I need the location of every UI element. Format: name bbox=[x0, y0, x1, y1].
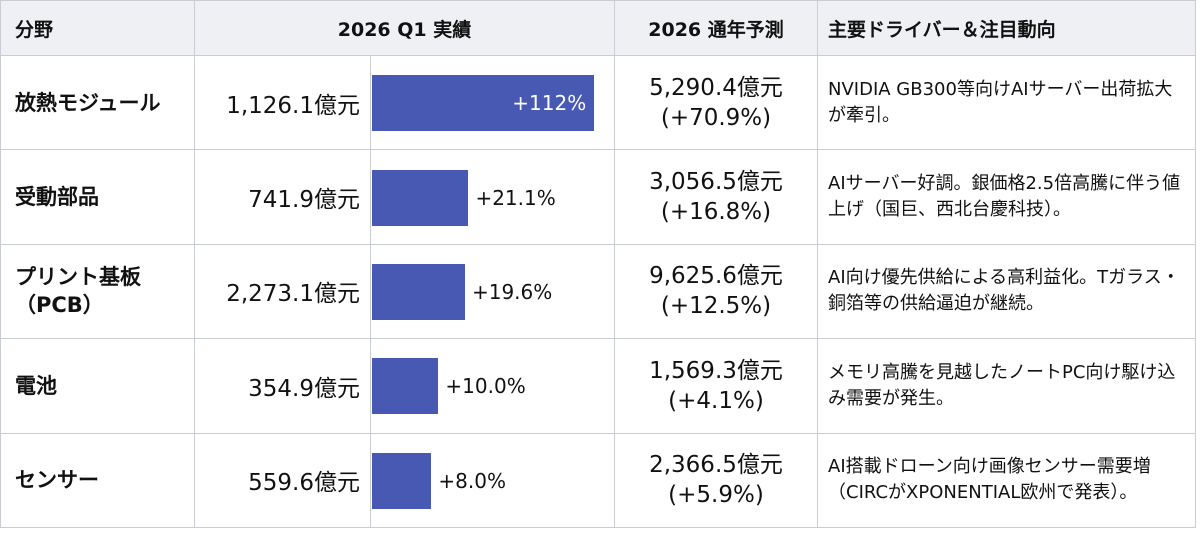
bar-cell: +19.6% bbox=[370, 244, 615, 340]
q1-cell: 741.9億元 bbox=[195, 150, 370, 245]
driver-cell: AIサーバー好調。銀価格2.5倍高騰に伴う値上げ（国巨、西北台慶科技）。 bbox=[818, 150, 1196, 245]
q1-cell: 559.6億元 bbox=[195, 434, 370, 528]
growth-bar bbox=[372, 75, 595, 132]
forecast-cell: 2,366.5億元 (+5.9%) bbox=[615, 433, 818, 528]
bar-cell: +8.0% bbox=[370, 433, 615, 528]
header-cell: 2026 通年予測 bbox=[615, 0, 818, 56]
forecast-cell: 9,625.6億元 (+12.5%) bbox=[615, 244, 818, 340]
growth-bar bbox=[372, 169, 469, 226]
header-cell: 分野 bbox=[0, 0, 195, 56]
bar-cell: +112% bbox=[370, 56, 615, 151]
forecast-growth: (+16.8%) bbox=[660, 199, 772, 226]
forecast-cell: 3,056.5億元 (+16.8%) bbox=[615, 150, 818, 245]
q1-cell: 2,273.1億元 bbox=[195, 245, 370, 340]
growth-label: +19.6% bbox=[471, 279, 553, 304]
driver-cell: AI搭載ドローン向け画像センサー需要増（CIRCがXPONENTIAL欧州で発表… bbox=[818, 433, 1196, 528]
category-cell: 電池 bbox=[0, 339, 195, 434]
forecast-growth: (+12.5%) bbox=[660, 293, 772, 320]
growth-label: +21.1% bbox=[475, 185, 556, 210]
header-cell: 2026 Q1 実績 bbox=[195, 0, 615, 56]
growth-bar bbox=[372, 358, 439, 415]
forecast-growth: (+5.9%) bbox=[668, 482, 764, 509]
growth-bar bbox=[372, 452, 432, 509]
forecast-value: 5,290.4億元 bbox=[649, 74, 783, 101]
forecast-value: 2,366.5億元 bbox=[649, 452, 783, 479]
growth-label: +112% bbox=[512, 91, 587, 116]
forecast-growth: (+4.1%) bbox=[668, 387, 764, 414]
bar-cell: +10.0% bbox=[370, 339, 615, 434]
header-cell: 主要ドライバー＆注目動向 bbox=[818, 0, 1196, 56]
q1-cell: 1,126.1億元 bbox=[195, 56, 370, 151]
growth-bar bbox=[372, 263, 465, 320]
forecast-value: 9,625.6億元 bbox=[649, 263, 783, 290]
category-cell: センサー bbox=[0, 433, 195, 528]
driver-cell: メモリ高騰を見越したノートPC向け駆け込み需要が発生。 bbox=[818, 339, 1196, 434]
forecast-cell: 1,569.3億元 (+4.1%) bbox=[615, 339, 818, 434]
driver-cell: AI向け優先供給による高利益化。Tガラス・銅箔等の供給逼迫が継続。 bbox=[818, 244, 1196, 340]
growth-label: +8.0% bbox=[438, 468, 506, 493]
growth-label: +10.0% bbox=[445, 374, 526, 399]
category-cell: 放熱モジュール bbox=[0, 56, 195, 151]
bar-cell: +21.1% bbox=[370, 150, 615, 245]
forecast-value: 1,569.3億元 bbox=[649, 357, 783, 384]
forecast-cell: 5,290.4億元 (+70.9%) bbox=[615, 56, 818, 151]
category-cell: プリント基板（PCB） bbox=[0, 244, 195, 340]
category-cell: 受動部品 bbox=[0, 150, 195, 245]
forecast-value: 3,056.5億元 bbox=[649, 169, 783, 196]
forecast-growth: (+70.9%) bbox=[660, 104, 772, 131]
q1-cell: 354.9億元 bbox=[195, 339, 370, 434]
driver-cell: NVIDIA GB300等向けAIサーバー出荷拡大が牽引。 bbox=[818, 56, 1196, 151]
